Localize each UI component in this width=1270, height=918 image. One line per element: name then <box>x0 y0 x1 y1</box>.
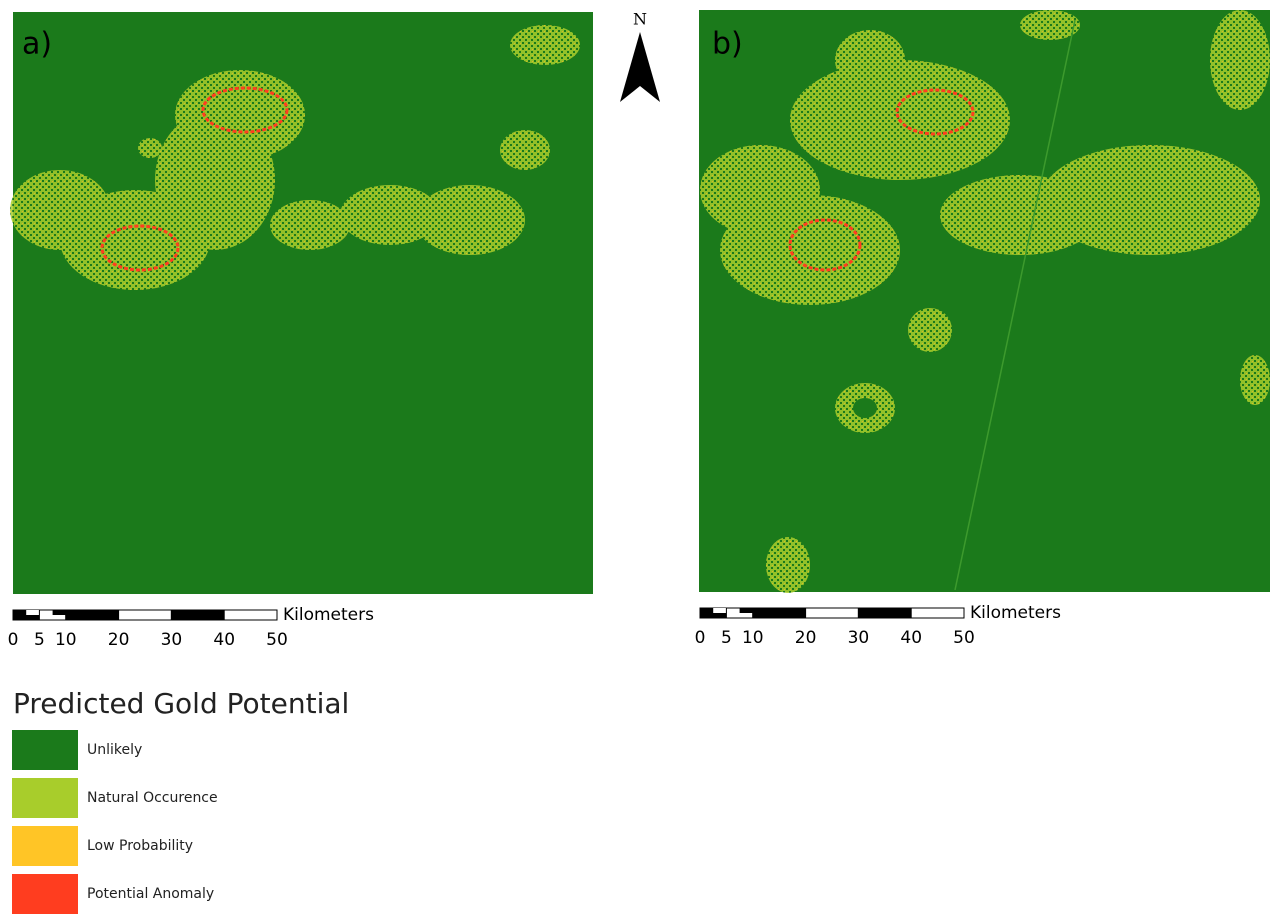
scale-segment <box>171 610 224 620</box>
scale-segment <box>858 608 911 618</box>
scale-unit: Kilometers <box>283 605 374 625</box>
legend-title: Predicted Gold Potential <box>13 687 349 720</box>
scale-segment <box>66 610 119 620</box>
legend-label: Unlikely <box>87 742 142 758</box>
scale-tick-label: 30 <box>848 628 870 648</box>
scale-segment <box>740 608 753 613</box>
scale-tick-label: 40 <box>900 628 922 648</box>
panel-label: b) <box>712 27 743 62</box>
scale-segment <box>26 610 39 615</box>
scale-tick-label: 10 <box>742 628 764 648</box>
map-panel-b: b) <box>699 10 1270 593</box>
legend-swatch <box>12 730 78 770</box>
legend-label: Natural Occurence <box>87 790 218 806</box>
scale-segment <box>713 608 726 613</box>
legend-swatch <box>12 826 78 866</box>
legend-label: Low Probability <box>87 838 193 854</box>
scale-tick-label: 5 <box>721 628 732 648</box>
panel-label: a) <box>22 27 52 62</box>
legend-swatch <box>12 874 78 914</box>
scale-segment <box>806 608 859 618</box>
scale-segment <box>753 608 806 618</box>
scale-tick-label: 50 <box>953 628 975 648</box>
scale-tick-label: 20 <box>795 628 817 648</box>
north-arrow: N <box>620 10 660 103</box>
map-figure: a) b) N 051020304050Kilometers0510203040 <box>0 0 1270 914</box>
scale-unit: Kilometers <box>970 603 1061 623</box>
scale-segment <box>119 610 172 620</box>
legend-label: Potential Anomaly <box>87 886 214 902</box>
scale-segment <box>53 610 66 615</box>
scale-tick-label: 5 <box>34 630 45 650</box>
map-panel-a: a) <box>10 12 593 594</box>
legend: Unlikely Natural Occurence Low Probability… <box>12 730 218 914</box>
scale-tick-label: 0 <box>8 630 19 650</box>
page: a) b) N 051020304050Kilometers0510203040 <box>0 0 1270 914</box>
scale-tick-label: 50 <box>266 630 288 650</box>
scale-tick-label: 0 <box>695 628 706 648</box>
scale-tick-label: 20 <box>108 630 130 650</box>
scale-segment <box>224 610 277 620</box>
scale-tick-label: 40 <box>213 630 235 650</box>
north-label: N <box>633 10 647 29</box>
scale-tick-label: 10 <box>55 630 77 650</box>
scale-segment <box>911 608 964 618</box>
legend-swatch <box>12 778 78 818</box>
scale-tick-label: 30 <box>161 630 183 650</box>
